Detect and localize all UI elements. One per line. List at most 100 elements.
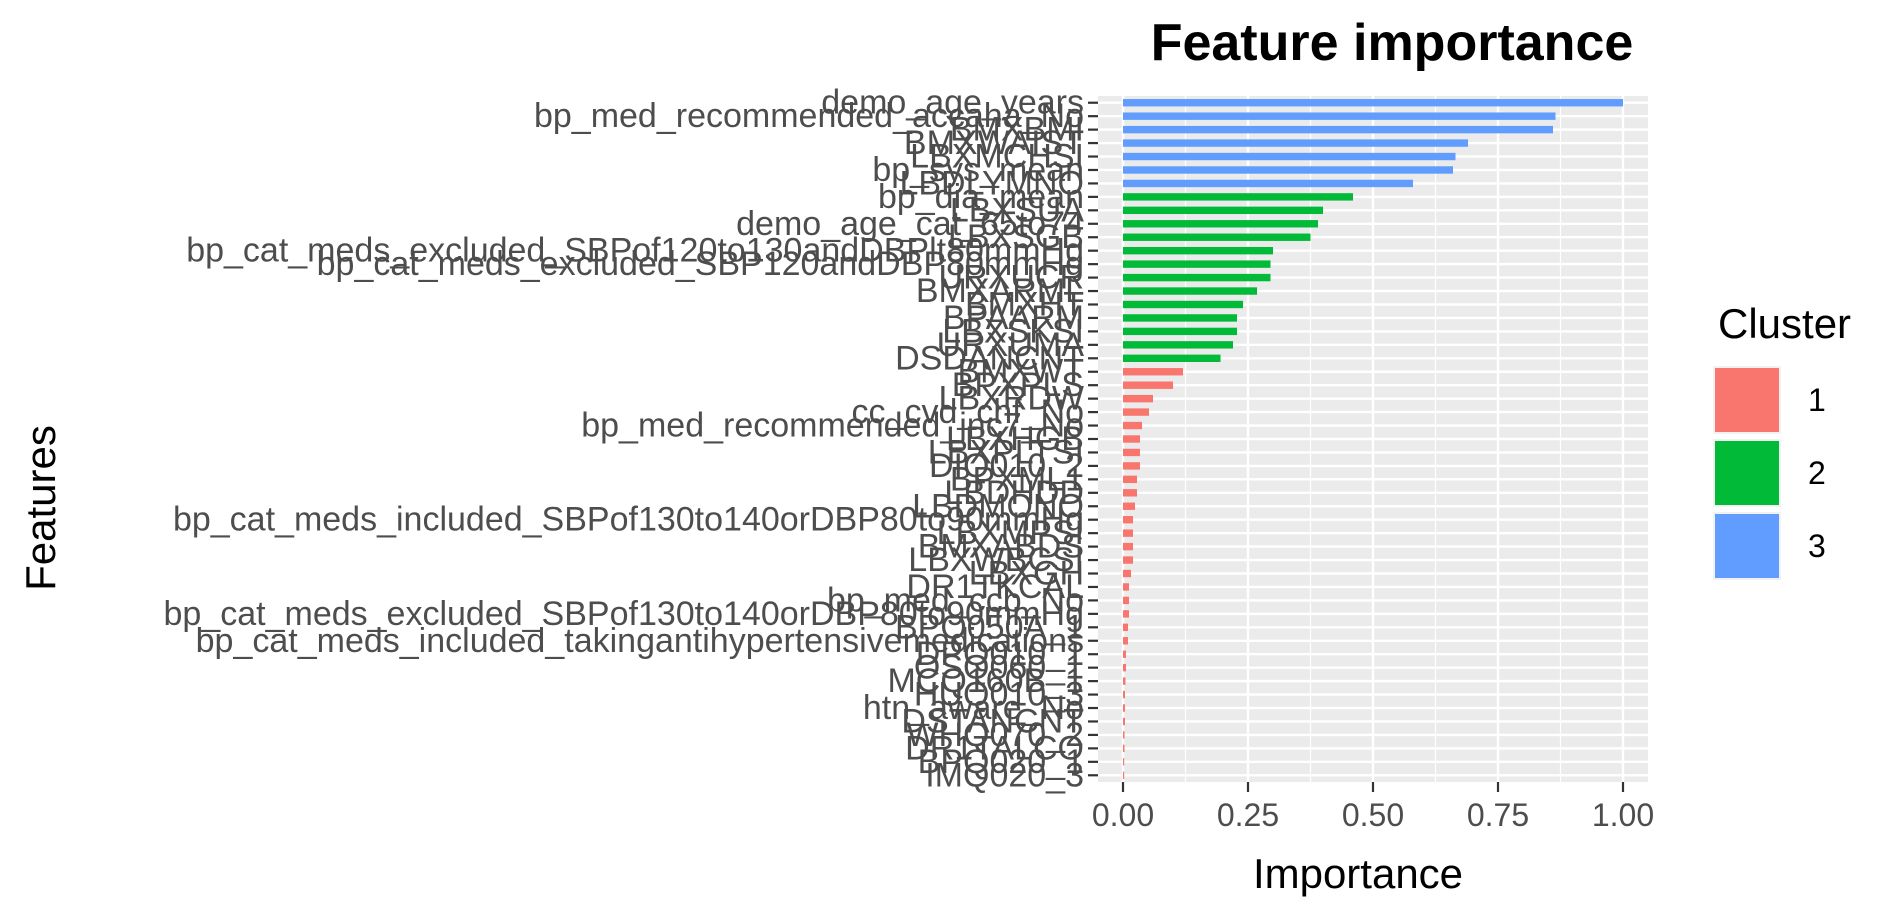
bar-bp_cat_meds_included_takingantihypertensivemedications [1123,637,1128,645]
bar-LBDMONO [1123,502,1135,510]
legend-label-1: 1 [1808,382,1826,418]
bar-cc_cvd_chf_No [1123,408,1149,416]
y-tick-label: bp_med_recommended_jnc7_No [581,407,1084,445]
y-tick-label: WHQ070_2 [906,716,1084,754]
bar-DR1TALCO [1123,744,1125,753]
bar-DIQ010_2 [1123,462,1140,470]
y-tick-label: URXUCR [939,259,1084,297]
y-tick-label: demo_age_years [821,84,1084,122]
bar-LBXMPSI [1123,529,1133,537]
bar-bp_dia_mean [1123,193,1353,201]
bar-bp_med_ccb_No [1123,596,1129,605]
bar-LBXMCHSI [1123,152,1456,161]
y-tick-label: bp_cat_meds_excluded_SBPof120to130andDBP… [186,232,1084,270]
legend-swatch-1 [1715,368,1779,432]
legend: Cluster 1 2 3 [1713,300,1851,580]
bars-group [1123,99,1623,779]
bar-BMXBMI [1123,125,1553,134]
bar-LBDHDD [1123,489,1137,497]
y-tick-label: BMXABDS [918,528,1084,566]
legend-label-3: 3 [1808,528,1826,564]
y-tick-label: BPAARM [943,299,1084,337]
x-axis-title: Importance [1253,850,1463,897]
y-tick-label: bp_sys_mean [872,151,1084,189]
bar-LBXHGB [1123,435,1140,443]
bar-demo_age_cat_65to74 [1123,220,1318,228]
y-tick-label: LBXSUA [950,191,1084,229]
bar-bp_cat_meds_excluded_SBP120andDBP80mmHg [1123,260,1271,268]
y-tick-label: bp_med_recommended_accaha_No [534,97,1084,135]
bar-DPQ010_1 [1123,650,1126,658]
bar-BMXWAIST [1123,139,1468,147]
bar-URXUMA [1123,341,1233,349]
legend-title: Cluster [1718,300,1851,347]
bar-htn_aware_No [1123,704,1125,712]
y-tick-label: bp_med_ccb_No [827,581,1084,619]
y-tick-label: bp_cat_meds_excluded_SBPof130to140orDBP8… [164,595,1085,633]
y-tick-label: MCQ160B_1 [887,662,1084,700]
bar-demo_age_years [1123,99,1623,107]
bar-MCQ160B_1 [1123,677,1126,685]
y-tick-label: LBDLYMNO [899,164,1084,202]
y-tick-label: LBXGH [969,555,1084,593]
y-axis: demo_age_yearsbp_med_recommended_accaha_… [164,84,1098,794]
y-tick-label: DSTANCNT [901,702,1084,740]
y-tick-label: BPQ050A_1 [895,608,1084,646]
y-tick-label: bp_cat_meds_included_SBPof130to140orDBP8… [173,501,1084,539]
y-axis-title: Features [17,425,64,591]
y-tick-label: cc_cvd_chf_No [852,393,1084,431]
bar-LBXPLTSI [1123,448,1140,457]
y-tick-label: LBXSGB [948,218,1084,256]
bar-DSTANCNT [1123,717,1125,726]
y-tick-label: LBXMPSI [937,514,1084,552]
y-tick-label: LBXMCHSI [910,138,1084,176]
y-tick-label: IMQ020_3 [925,756,1084,794]
legend-swatch-3 [1715,514,1779,578]
bar-bp_med_recommended_jnc7_No [1123,421,1142,430]
y-tick-label: BMXWAIST [904,124,1084,162]
bar-LBXWBCSI [1123,556,1133,564]
y-tick-label: OSQ060_1 [914,649,1084,687]
bar-IMQ020_3 [1123,771,1125,779]
chart-title: Feature importance [1151,14,1634,72]
y-tick-label: DPQ010_1 [916,635,1084,673]
x-axis: 0.00 0.25 0.50 0.75 1.00 [1092,782,1654,833]
bar-BMXARML [1123,287,1257,295]
x-tick-label: 0.25 [1217,797,1279,833]
bar-LBXRDW [1123,394,1153,403]
y-tick-label: BPXML1 [950,460,1084,498]
x-tick-label: 1.00 [1592,797,1654,833]
y-tick-label: htn_aware_No [863,689,1084,727]
y-tick-label: URXUMA [937,326,1085,364]
y-tick-label: bp_cat_meds_excluded_SBP120andDBP80mmHg [317,245,1084,283]
bar-BPXPLS [1123,381,1173,389]
y-tick-label: HUQ010_3 [914,676,1084,714]
y-tick-label: BMXARML [916,272,1084,310]
y-tick-label: bp_cat_meds_included_takingantihypertens… [196,622,1084,660]
y-tick-label: LBXPLTSI [928,433,1084,471]
y-tick-label: LBXSKSI [942,312,1084,350]
y-tick-label: BMXHT [965,285,1084,323]
y-tick-label: LBXHGB [946,420,1084,458]
y-tick-label: LBXWBCSI [908,541,1084,579]
y-tick-label: LBXRDW [939,380,1084,418]
bar-bp_cat_meds_included_SBPof130to140orDBP80to90mmHg [1123,516,1133,524]
bar-bp_cat_meds_excluded_SBPof130to140orDBP80to90mmHg [1123,610,1129,618]
bar-WHQ070_2 [1123,731,1125,739]
bar-bp_med_recommended_accaha_No [1123,112,1556,120]
bar-BMXWT [1123,368,1183,376]
y-tick-label: DR1TKCAL [906,568,1084,606]
bar-LBXGH [1123,569,1131,578]
x-tick-label: 0.75 [1467,797,1529,833]
legend-swatch-2 [1715,441,1779,505]
bar-LBXSUA [1123,206,1323,215]
bar-LBXSKSI [1123,327,1237,336]
bar-BMXHT [1123,300,1243,309]
y-tick-label: BPQ020_1 [918,743,1084,781]
y-tick-label: LBDHDD [944,474,1084,512]
bar-LBDLYMNO [1123,179,1413,188]
bar-BPXML1 [1123,475,1137,484]
y-tick-label: DIQ010_2 [929,447,1084,485]
bar-DR1TKCAL [1123,583,1129,591]
bar-bp_cat_meds_excluded_SBPof120to130andDBPlt80mmHg [1123,246,1273,255]
